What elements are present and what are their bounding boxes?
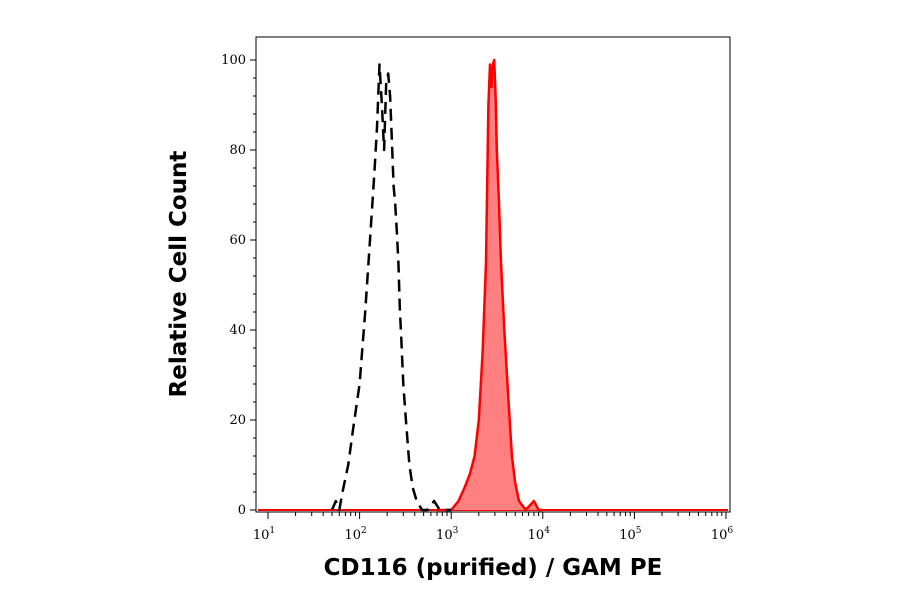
plot-frame	[255, 36, 731, 513]
series-layer	[258, 58, 728, 512]
y-tick-label: 0	[238, 503, 246, 518]
y-axis-ticks: 0 20 40 60 80 100	[221, 53, 256, 518]
y-tick-label: 40	[229, 323, 246, 338]
y-tick-label: 100	[221, 53, 246, 68]
x-tick-label: 101	[253, 526, 275, 543]
x-tick-label: 106	[711, 526, 734, 543]
x-axis-ticks: 101 102 103 104 105 106	[253, 512, 734, 543]
y-tick-label: 20	[229, 413, 246, 428]
x-axis-title: CD116 (purified) / GAM PE	[324, 555, 663, 581]
series-area-fill	[437, 60, 543, 510]
y-tick-label: 80	[229, 143, 246, 158]
y-tick-label: 60	[229, 233, 246, 248]
series-line-solid	[437, 58, 543, 512]
y-axis-title: Relative Cell Count	[166, 151, 192, 398]
x-tick-label: 103	[436, 526, 459, 543]
x-tick-label: 104	[528, 526, 551, 543]
x-tick-label: 105	[619, 526, 642, 543]
series-line-dashed	[330, 63, 452, 512]
x-tick-label: 102	[344, 526, 366, 543]
